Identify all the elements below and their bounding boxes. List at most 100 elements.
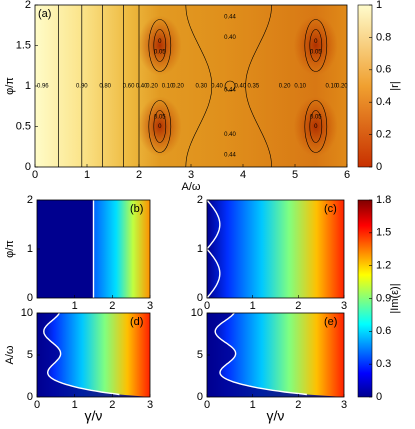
colorbar (357, 4, 373, 168)
contour (153, 110, 167, 143)
contour-label: 0.05 (310, 50, 322, 56)
x-tick-label: 2 (136, 169, 142, 181)
contour-label: 0.20 (336, 84, 348, 90)
x-tick-label: 0 (32, 169, 38, 181)
y-tick-label: 0 (197, 292, 203, 304)
y-axis-label: φ/π (4, 240, 16, 258)
contour-label: 0.10 (294, 84, 306, 90)
y-tick-label: 0 (27, 292, 33, 304)
tick-label: 0 (376, 391, 382, 403)
contour (148, 100, 172, 153)
y-axis-label: A/ω (4, 345, 16, 364)
y-tick-label: 1 (27, 243, 33, 255)
y-tick-label: 2 (27, 194, 33, 206)
tick-label: 0.2 (376, 129, 391, 141)
tick-label: 1.8 (376, 194, 391, 206)
tick-label: 0.3 (376, 358, 391, 370)
contour-label: 0.40 (224, 132, 236, 138)
contour (245, 4, 272, 168)
y-tick-label: 0 (197, 391, 203, 403)
x-tick-label: 1 (250, 300, 256, 312)
y-tick-label: 1 (197, 243, 203, 255)
heatmap (35, 5, 347, 167)
contour-label: 0 (314, 124, 318, 130)
x-tick-label: 2 (295, 300, 301, 312)
contour-label: 0.60 (123, 84, 135, 90)
y-tick-label: 2 (25, 0, 31, 11)
tick-label: 0 (376, 161, 382, 173)
white-curve (43, 312, 120, 396)
contour (309, 110, 323, 143)
tick-label: 0.6 (376, 325, 391, 337)
y-tick-label: 2 (197, 194, 203, 206)
tick-label: 1.5 (376, 227, 391, 239)
contour (153, 29, 167, 62)
contour (309, 29, 323, 62)
dark-spot (137, 15, 182, 76)
colorbar-label: |r| (389, 81, 401, 90)
contour-label: 0.05 (154, 50, 166, 56)
contour-label: 0.44 (224, 152, 236, 158)
contour-label: 0.30 (196, 84, 208, 90)
y-tick-label: 1 (25, 80, 31, 92)
contour-label: 0.20 (172, 84, 184, 90)
x-tick-label: 3 (147, 399, 153, 411)
x-tick-label: 0 (34, 399, 40, 411)
y-tick-label: 0.5 (16, 120, 31, 132)
x-tick-label: 4 (240, 169, 246, 181)
x-tick-label: 3 (147, 300, 153, 312)
panel-label: (a) (38, 8, 51, 20)
x-tick-label: 6 (344, 169, 350, 181)
y-tick-label: 10 (191, 307, 203, 319)
x-tick-label: 5 (292, 169, 298, 181)
contour (304, 100, 328, 153)
heatmap (207, 200, 344, 298)
y-tick-label: 5 (197, 349, 203, 361)
panel-label: (b) (130, 203, 143, 215)
panel-label: (d) (130, 316, 143, 328)
panel-label: (e) (324, 316, 337, 328)
contour-label: 0.40 (136, 84, 148, 90)
x-tick-label: 3 (341, 300, 347, 312)
contour (304, 19, 328, 72)
x-tick-label: 1 (72, 399, 78, 411)
contour-label: 0.40 (235, 84, 247, 90)
y-axis-label: φ/π (4, 77, 16, 95)
contour-label: 0 (158, 39, 162, 45)
low-region (37, 313, 150, 397)
contour-label: 0.10 (326, 84, 338, 90)
contour-label: 0.44 (224, 88, 236, 94)
dark-spot (293, 15, 338, 76)
contour (185, 4, 213, 168)
tick-label: 1.2 (376, 260, 391, 272)
x-tick-label: 0 (204, 300, 210, 312)
contour-label: 0.05 (310, 114, 322, 120)
contour-label: 0.35 (248, 84, 260, 90)
contour-label: 0.80 (99, 84, 111, 90)
contour-label: 0.05 (154, 114, 166, 120)
y-tick-label: 0 (27, 391, 33, 403)
white-curve (214, 312, 307, 396)
x-tick-label: 2 (295, 399, 301, 411)
contour (148, 19, 172, 72)
x-tick-label: 2 (109, 300, 115, 312)
x-tick-label: 1 (72, 300, 78, 312)
tick-label: 0.4 (376, 96, 391, 108)
contour-label: 0.44 (224, 15, 236, 21)
x-tick-label: 3 (188, 169, 194, 181)
contour-label: 0.96 (37, 84, 49, 90)
x-axis-label: γ/ν (267, 408, 285, 424)
x-axis-label: A/ω (182, 181, 201, 193)
x-tick-label: 1 (250, 399, 256, 411)
contour-label: 0.20 (146, 84, 158, 90)
colorbar-label: |Im(ε)| (389, 283, 401, 313)
x-tick-label: 0 (204, 399, 210, 411)
x-axis-label: γ/ν (85, 408, 103, 424)
contour-label: 0.40 (211, 84, 223, 90)
contour-label: 0.90 (76, 84, 88, 90)
tick-label: 1 (376, 0, 382, 11)
y-tick-label: 10 (21, 307, 33, 319)
y-tick-label: 1.5 (16, 39, 31, 51)
x-tick-label: 1 (84, 169, 90, 181)
